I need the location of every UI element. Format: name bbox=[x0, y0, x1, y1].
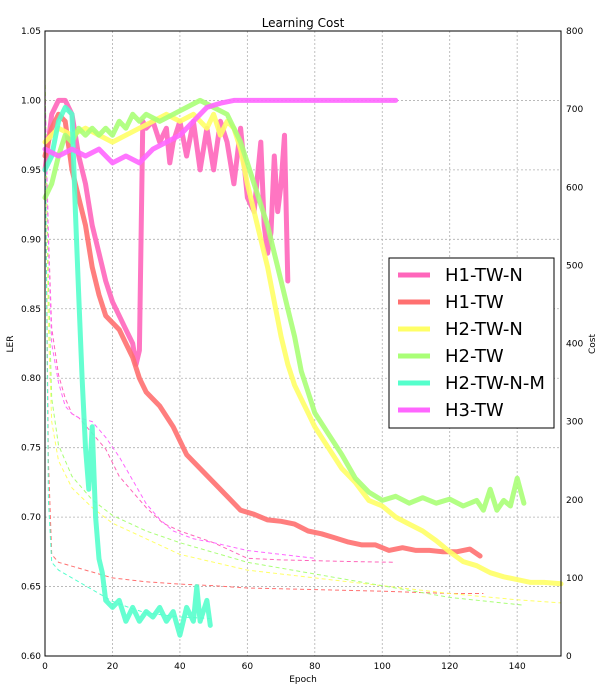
legend-label: H2-TW-N-M bbox=[445, 373, 545, 394]
y2-tick-label: 0 bbox=[566, 652, 572, 662]
legend-label: H2-TW bbox=[445, 346, 504, 367]
x-tick-label: 0 bbox=[42, 662, 48, 672]
x-tick-label: 40 bbox=[174, 662, 186, 672]
y2-axis-label: Cost bbox=[588, 334, 598, 354]
y2-tick-label: 500 bbox=[566, 261, 583, 271]
x-tick-label: 100 bbox=[374, 662, 391, 672]
y-tick-label: 0.90 bbox=[21, 235, 41, 245]
plot-frame bbox=[44, 30, 562, 657]
y-tick-label: 0.60 bbox=[21, 652, 41, 662]
cost-line bbox=[44, 109, 211, 619]
cost-line bbox=[44, 77, 524, 606]
y-tick-label: 0.85 bbox=[21, 305, 41, 315]
x-tick-label: 80 bbox=[309, 662, 321, 672]
y-tick-label: 1.00 bbox=[21, 96, 41, 106]
x-axis-ticks: 0 20 40 60 80 100 120 140 bbox=[42, 662, 526, 672]
x-axis-label: Epoch bbox=[289, 675, 317, 685]
y2-tick-label: 400 bbox=[566, 340, 583, 350]
y2-tick-label: 300 bbox=[566, 418, 583, 428]
ler-line bbox=[42, 111, 564, 587]
ler-line bbox=[42, 104, 213, 638]
cost-line bbox=[44, 77, 562, 604]
cost-line bbox=[44, 109, 484, 594]
y-tick-label: 0.70 bbox=[21, 513, 41, 523]
ler-line bbox=[42, 97, 399, 166]
y-tick-label: 0.95 bbox=[21, 166, 41, 176]
x-tick-label: 20 bbox=[107, 662, 119, 672]
legend-label: H3-TW bbox=[445, 400, 504, 421]
ler-line bbox=[42, 111, 483, 559]
legend-label: H1-TW-N bbox=[445, 265, 523, 286]
y2-tick-label: 800 bbox=[566, 27, 583, 37]
ler-lines bbox=[42, 97, 564, 638]
y-axis-ticks: 0.60 0.65 0.70 0.75 0.80 0.85 0.90 0.95 1.00 1.05 bbox=[21, 27, 41, 662]
y-tick-label: 1.05 bbox=[21, 27, 41, 37]
y2-tick-label: 200 bbox=[566, 496, 583, 506]
y-tick-label: 0.65 bbox=[21, 583, 41, 593]
legend-label: H1-TW bbox=[445, 292, 504, 313]
cost-line bbox=[44, 93, 396, 563]
cost-line bbox=[44, 93, 315, 559]
cost-lines bbox=[44, 77, 562, 619]
legend: H1-TW-N H1-TW H2-TW-N H2-TW H2-TW-N-M H3-TW bbox=[388, 257, 555, 429]
y2-tick-label: 100 bbox=[566, 574, 583, 584]
y2-axis-ticks: 0 100 200 300 400 500 600 700 800 bbox=[566, 27, 583, 662]
y2-tick-label: 600 bbox=[566, 183, 583, 193]
x-tick-label: 140 bbox=[509, 662, 526, 672]
legend-frame bbox=[388, 257, 555, 429]
legend-label: H2-TW-N bbox=[445, 319, 523, 340]
y-axis-label: LER bbox=[6, 336, 16, 353]
y2-tick-label: 700 bbox=[566, 105, 583, 115]
x-tick-label: 120 bbox=[441, 662, 458, 672]
x-tick-label: 60 bbox=[242, 662, 254, 672]
y-tick-label: 0.80 bbox=[21, 374, 41, 384]
ler-line bbox=[42, 97, 527, 513]
y-tick-label: 0.75 bbox=[21, 444, 41, 454]
chart-title: Learning Cost bbox=[262, 16, 345, 30]
